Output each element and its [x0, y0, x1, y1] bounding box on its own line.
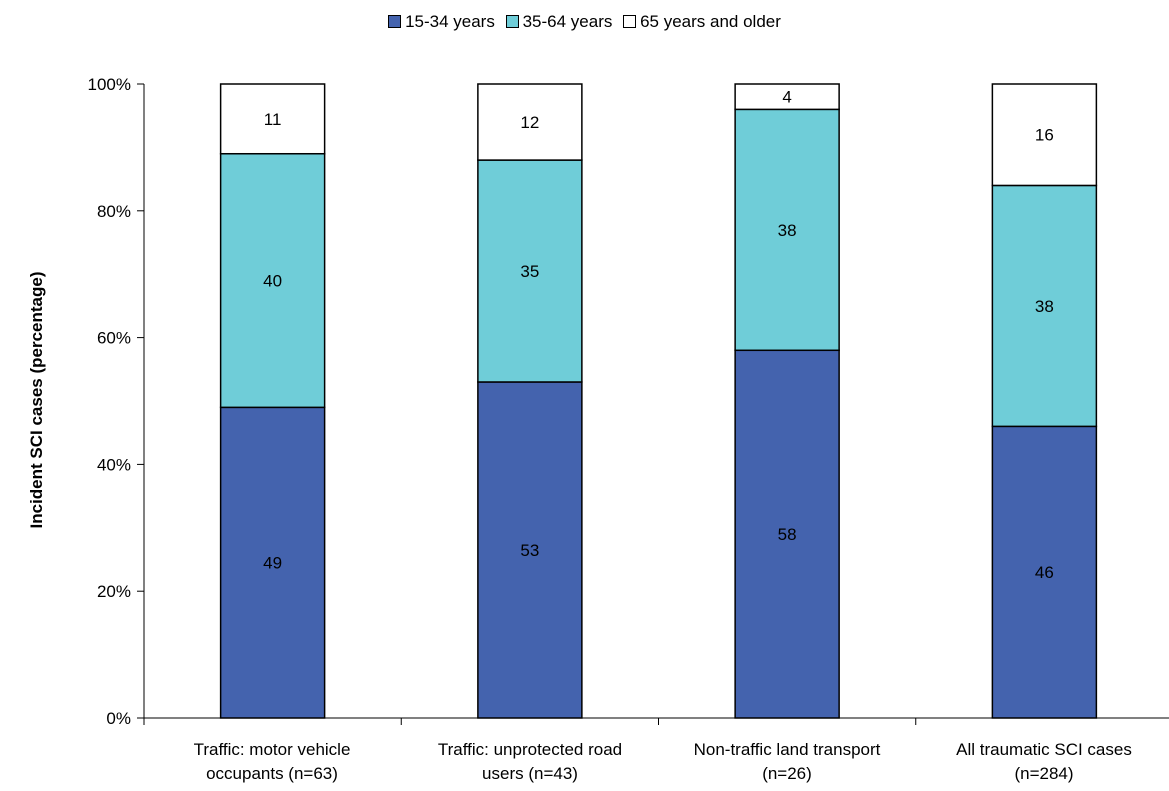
- bar-segment-2-1: [734, 108, 840, 352]
- x-category-0-line-1: Traffic: motor vehicle: [193, 740, 351, 759]
- data-label-2-2: 4: [782, 88, 791, 107]
- data-label-1-1: 35: [520, 262, 539, 281]
- bar-segment-1-2: [477, 83, 583, 161]
- legend-swatch-35-64: [505, 15, 519, 28]
- data-label-1-0: 53: [520, 541, 539, 560]
- x-category-3: All traumatic SCI cases (n=284): [915, 738, 1169, 786]
- bar-segment-0-0: [219, 406, 326, 719]
- data-label-2-1: 38: [778, 221, 797, 240]
- legend-label-15-34: 15-34 years: [405, 12, 495, 31]
- x-category-3-line-1: All traumatic SCI cases: [956, 740, 1132, 759]
- bar-segment-1-0: [477, 381, 583, 719]
- bar-segment-3-0: [991, 425, 1098, 719]
- x-category-1-line-2: users (n=43): [482, 764, 578, 783]
- data-label-3-2: 16: [1035, 126, 1054, 145]
- data-label-0-1: 40: [263, 272, 282, 291]
- x-category-2-line-1: Non-traffic land transport: [693, 740, 881, 759]
- x-category-2: Non-traffic land transport (n=26): [658, 738, 916, 786]
- y-tick-label-0: 0%: [106, 709, 131, 728]
- x-category-0: Traffic: motor vehicle occupants (n=63): [143, 738, 401, 786]
- y-tick-label-5: 100%: [88, 75, 131, 94]
- data-label-0-2: 11: [264, 110, 282, 129]
- legend-swatch-15-34: [388, 15, 402, 28]
- bar-segment-1-1: [477, 159, 583, 383]
- data-label-1-2: 12: [520, 113, 539, 132]
- x-category-2-line-2: (n=26): [762, 764, 812, 783]
- legend-label-65-plus: 65 years and older: [640, 12, 781, 31]
- legend-label-35-64: 35-64 years: [522, 12, 613, 31]
- bar-segment-0-1: [219, 152, 326, 409]
- bar-segment-3-1: [991, 184, 1098, 428]
- x-category-3-line-2: (n=284): [1014, 764, 1074, 783]
- bar-segment-3-2: [991, 83, 1098, 187]
- legend-item-15-34: 15-34 years: [388, 12, 495, 32]
- y-tick-label-4: 80%: [97, 202, 131, 221]
- data-label-3-0: 46: [1035, 563, 1054, 582]
- x-category-0-line-2: occupants (n=63): [206, 764, 338, 783]
- bar-segment-2-0: [734, 349, 840, 719]
- bar-segment-2-2: [734, 83, 840, 111]
- data-label-3-1: 38: [1035, 297, 1054, 316]
- bar-segment-0-2: [219, 83, 326, 155]
- data-label-0-0: 49: [263, 554, 282, 573]
- chart-legend: 15-34 years 35-64 years 65 years and old…: [0, 12, 1169, 32]
- y-tick-label-2: 40%: [97, 455, 131, 474]
- legend-item-35-64: 35-64 years: [505, 12, 613, 32]
- y-tick-label-1: 20%: [97, 582, 131, 601]
- x-category-1-line-1: Traffic: unprotected road: [437, 740, 623, 759]
- legend-swatch-65-plus: [623, 15, 637, 28]
- y-tick-label-3: 60%: [97, 329, 131, 348]
- data-label-2-0: 58: [778, 525, 797, 544]
- legend-item-65-plus: 65 years and older: [623, 12, 781, 32]
- x-category-1: Traffic: unprotected road users (n=43): [401, 738, 659, 786]
